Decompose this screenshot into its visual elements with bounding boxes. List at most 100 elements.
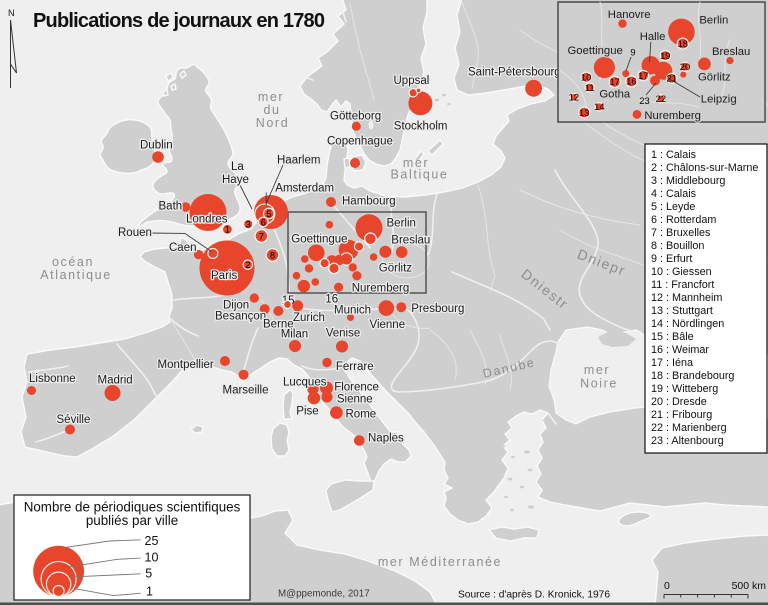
svg-text:Halle: Halle: [640, 31, 666, 43]
svg-text:Munich: Munich: [334, 305, 371, 317]
svg-text:1: 1: [146, 585, 153, 599]
svg-text:Zurich: Zurich: [293, 312, 325, 324]
svg-text:23 : Altenbourg: 23 : Altenbourg: [651, 435, 724, 447]
svg-text:14: 14: [594, 101, 604, 112]
svg-text:Vienne: Vienne: [370, 319, 406, 331]
svg-text:12 : Mannheim: 12 : Mannheim: [651, 292, 722, 304]
svg-text:mer: mer: [403, 156, 429, 170]
svg-text:Görlitz: Görlitz: [698, 72, 731, 84]
svg-text:4 : Calais: 4 : Calais: [651, 188, 697, 200]
svg-text:Dublin: Dublin: [140, 140, 173, 152]
svg-text:7: 7: [259, 230, 264, 241]
svg-text:Montpellier: Montpellier: [158, 359, 214, 371]
svg-text:Source : d'après D. Kronick, 1: Source : d'après D. Kronick, 1976: [458, 590, 610, 601]
svg-text:16: 16: [325, 294, 338, 306]
svg-text:mer Méditerranée: mer Méditerranée: [378, 555, 502, 569]
svg-text:N: N: [8, 8, 15, 18]
svg-text:Dijon: Dijon: [223, 300, 249, 312]
svg-text:21: 21: [666, 73, 676, 84]
svg-text:6: 6: [261, 216, 266, 227]
svg-text:Presbourg: Presbourg: [411, 303, 464, 315]
svg-text:Caen: Caen: [169, 242, 197, 254]
svg-text:5 : Leyde: 5 : Leyde: [651, 201, 695, 213]
svg-text:21 : Fribourg: 21 : Fribourg: [651, 409, 712, 421]
svg-text:12: 12: [569, 92, 579, 103]
svg-text:Séville: Séville: [57, 414, 91, 426]
svg-text:Goettingue: Goettingue: [291, 234, 347, 246]
svg-text:Berlin: Berlin: [387, 218, 416, 230]
svg-text:Götteborg: Götteborg: [330, 111, 381, 123]
svg-text:La: La: [231, 161, 244, 173]
svg-text:11 : Francfort: 11 : Francfort: [651, 279, 714, 291]
svg-text:14 : Nördlingen: 14 : Nördlingen: [651, 318, 724, 330]
svg-text:5: 5: [266, 208, 271, 219]
svg-text:13: 13: [579, 107, 589, 118]
svg-text:18: 18: [678, 38, 688, 49]
svg-text:Lucques: Lucques: [283, 377, 327, 389]
svg-text:11: 11: [585, 82, 595, 93]
svg-text:3: 3: [246, 218, 251, 229]
svg-text:Naples: Naples: [368, 433, 404, 445]
svg-text:15 : Bâle: 15 : Bâle: [651, 331, 694, 343]
svg-text:Copenhague: Copenhague: [327, 136, 393, 148]
svg-text:Berne: Berne: [263, 319, 294, 331]
svg-text:9 : Erfurt: 9 : Erfurt: [651, 253, 692, 265]
svg-text:Pise: Pise: [296, 406, 318, 418]
svg-text:Bath: Bath: [159, 201, 183, 213]
svg-text:Ferrare: Ferrare: [336, 361, 374, 373]
svg-text:23: 23: [639, 95, 649, 106]
svg-text:10 : Giessen: 10 : Giessen: [651, 266, 712, 278]
svg-text:5: 5: [145, 567, 152, 581]
svg-text:mer: mer: [584, 363, 610, 377]
svg-text:10: 10: [581, 72, 591, 83]
svg-text:2 : Châlons-sur-Marne: 2 : Châlons-sur-Marne: [651, 162, 758, 174]
svg-text:Nombre de périodiques scientif: Nombre de périodiques scientifiques: [24, 500, 241, 515]
svg-text:17 : Iéna: 17 : Iéna: [651, 357, 693, 369]
svg-text:22: 22: [656, 93, 666, 104]
svg-text:Uppsal: Uppsal: [394, 75, 430, 87]
svg-text:20 : Dresde: 20 : Dresde: [651, 396, 707, 408]
svg-text:mer: mer: [258, 90, 284, 104]
svg-text:Nuremberg: Nuremberg: [352, 283, 410, 295]
svg-text:Gotha: Gotha: [599, 89, 630, 101]
svg-text:Rouen: Rouen: [118, 227, 152, 239]
svg-text:Lisbonne: Lisbonne: [29, 373, 76, 385]
svg-text:Besançon: Besançon: [215, 311, 266, 323]
svg-text:8 : Bouillon: 8 : Bouillon: [651, 240, 704, 252]
svg-text:Berlin: Berlin: [699, 15, 728, 27]
svg-text:Breslau: Breslau: [712, 46, 750, 58]
svg-text:9: 9: [630, 47, 635, 58]
svg-text:Milan: Milan: [281, 329, 308, 341]
svg-text:Londres: Londres: [186, 214, 228, 226]
svg-text:publiés par ville: publiés par ville: [86, 513, 178, 528]
svg-text:Goettingue: Goettingue: [568, 45, 623, 57]
svg-text:16: 16: [626, 76, 636, 87]
svg-text:Hambourg: Hambourg: [342, 196, 396, 208]
svg-text:Nuremberg: Nuremberg: [644, 110, 701, 122]
svg-text:Venise: Venise: [326, 328, 361, 340]
svg-text:Breslau: Breslau: [391, 235, 430, 247]
svg-text:Nord: Nord: [256, 116, 290, 130]
svg-text:Saint-Pétersbourg: Saint-Pétersbourg: [468, 67, 561, 79]
svg-text:Paris: Paris: [211, 270, 237, 282]
svg-text:M@ppemonde, 2017: M@ppemonde, 2017: [278, 589, 370, 600]
svg-text:1: 1: [225, 224, 230, 235]
svg-text:Amsterdam: Amsterdam: [275, 183, 334, 195]
svg-text:Atlantique: Atlantique: [40, 268, 112, 282]
svg-text:3 : Middlebourg: 3 : Middlebourg: [651, 175, 725, 187]
svg-text:Hanovre: Hanovre: [608, 9, 651, 21]
svg-text:17: 17: [638, 70, 648, 81]
svg-text:Haye: Haye: [222, 174, 249, 186]
svg-text:19 : Witteberg: 19 : Witteberg: [651, 383, 718, 395]
svg-text:13 : Stuttgart: 13 : Stuttgart: [651, 305, 713, 317]
svg-text:0: 0: [664, 580, 670, 592]
svg-text:6 : Rotterdam: 6 : Rotterdam: [651, 214, 716, 226]
svg-text:Stockholm: Stockholm: [394, 121, 448, 133]
svg-text:Haarlem: Haarlem: [277, 155, 320, 167]
svg-text:20: 20: [680, 61, 690, 72]
svg-text:Görlitz: Görlitz: [379, 263, 412, 275]
svg-text:2: 2: [245, 259, 250, 270]
svg-text:Madrid: Madrid: [98, 375, 133, 387]
svg-text:Leipzig: Leipzig: [701, 94, 737, 106]
svg-text:Sienne: Sienne: [337, 394, 373, 406]
